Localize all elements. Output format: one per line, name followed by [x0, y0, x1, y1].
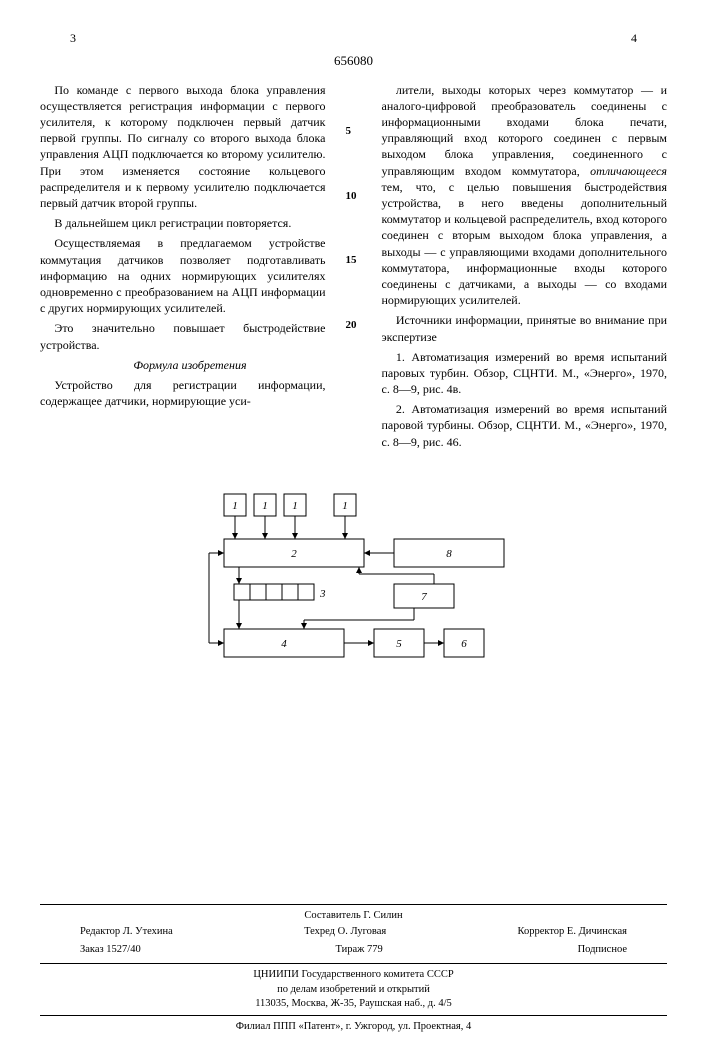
org-line: ЦНИИПИ Государственного комитета СССР [40, 968, 667, 982]
paragraph: В дальнейшем цикл регистрации повторяетс… [40, 215, 326, 231]
line-marker: 10 [346, 189, 362, 204]
text-run: тем, что, с целью повышения быстродейств… [382, 180, 668, 307]
address-line: 113035, Москва, Ж-35, Раушская наб., д. … [40, 997, 667, 1011]
address-line: Филиал ППП «Патент», г. Ужгород, ул. Про… [40, 1020, 667, 1034]
page-number-right: 4 [631, 30, 637, 46]
svg-text:1: 1 [292, 500, 298, 512]
svg-text:1: 1 [342, 500, 348, 512]
source-item: 2. Автоматизация измерений во время испы… [382, 401, 668, 450]
paragraph: лители, выходы которых через коммутатор … [382, 82, 668, 309]
svg-text:1: 1 [262, 500, 268, 512]
order-number: Заказ 1527/40 [80, 943, 141, 957]
svg-text:7: 7 [421, 591, 427, 603]
right-column: лители, выходы которых через коммутатор … [382, 82, 668, 454]
svg-text:2: 2 [291, 548, 297, 560]
tirage: Тираж 779 [335, 943, 382, 957]
corrector: Корректор Е. Дичинская [517, 925, 627, 939]
line-marker: 5 [346, 124, 362, 139]
org-line: по делам изобретений и открытий [40, 983, 667, 997]
paragraph: Осуществляемая в предлагаемом устройстве… [40, 235, 326, 316]
subscription: Подписное [578, 943, 627, 957]
sources-heading: Источники информации, принятые во вниман… [382, 312, 668, 344]
svg-text:4: 4 [281, 638, 287, 650]
svg-text:6: 6 [461, 638, 467, 650]
left-column: По команде с первого выхода блока управл… [40, 82, 326, 454]
paragraph: По команде с первого выхода блока управл… [40, 82, 326, 212]
editor: Редактор Л. Утехина [80, 925, 173, 939]
svg-text:1: 1 [232, 500, 238, 512]
paragraph: Это значительно повышает быстродействие … [40, 320, 326, 352]
paragraph: Устройство для регистрации информации, с… [40, 377, 326, 409]
imprint-footer: Составитель Г. Силин Редактор Л. Утехина… [40, 904, 667, 1034]
formula-heading: Формула изобретения [40, 357, 326, 373]
techred: Техред О. Луговая [304, 925, 386, 939]
line-marker: 15 [346, 253, 362, 268]
source-item: 1. Автоматизация измерений во время испы… [382, 349, 668, 398]
svg-text:3: 3 [319, 588, 326, 600]
page-number-left: 3 [70, 30, 76, 46]
block-diagram: 1 1 1 1 2 8 3 7 4 5 6 [184, 484, 524, 684]
svg-text:5: 5 [396, 638, 402, 650]
line-number-gutter: 5 10 15 20 [346, 82, 362, 454]
text-columns: По команде с первого выхода блока управл… [40, 82, 667, 454]
svg-text:8: 8 [446, 548, 452, 560]
text-emphasis: отличающееся [590, 164, 667, 178]
document-number: 656080 [40, 52, 667, 70]
compiler-line: Составитель Г. Силин [40, 909, 667, 923]
line-marker: 20 [346, 318, 362, 333]
